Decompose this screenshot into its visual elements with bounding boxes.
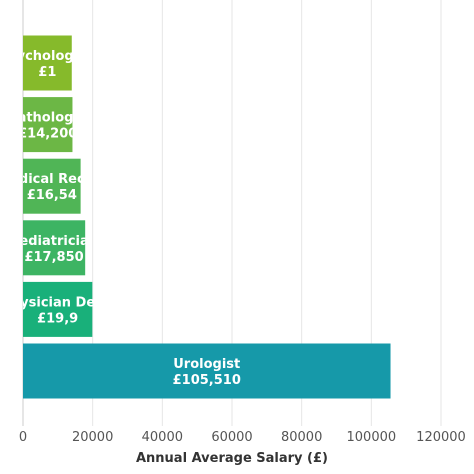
bar-value-label: £17,850 [24, 250, 83, 265]
x-tick-labels: 0 20000 40000 60000 80000 100000 120000 [19, 430, 466, 445]
x-tick-label: 80000 [281, 430, 322, 445]
bar-category-label: ysician De [20, 295, 95, 310]
bars-group: Urologist£105,510 ysician De£19,9 ediatric… [17, 35, 391, 399]
bar [23, 97, 73, 153]
bar-value-label: £19,9 [37, 311, 78, 326]
bar-value-label: £1 [38, 65, 56, 80]
bar [23, 343, 391, 399]
x-tick-label: 120000 [416, 430, 466, 445]
bar-category-label: athologi [18, 111, 78, 126]
bar [23, 158, 81, 214]
x-tick-label: 20000 [72, 430, 113, 445]
bar-category-label: ychologi [17, 49, 79, 64]
x-tick-label: 100000 [347, 430, 397, 445]
x-tick-label: 0 [19, 430, 27, 445]
bar-category-label: Urologist [173, 357, 240, 372]
bar [23, 281, 93, 337]
x-tick-label: 40000 [142, 430, 183, 445]
bar-value-label: £105,510 [173, 373, 241, 388]
bar-category-label: ediatricia [19, 234, 88, 249]
x-tick-label: 60000 [211, 430, 252, 445]
bar-value-label: £14,200 [18, 127, 77, 142]
bar [23, 35, 72, 91]
bar [23, 220, 86, 276]
bar-value-label: £16,54 [27, 188, 77, 203]
bar-category-label: dical Rec [19, 172, 85, 187]
x-axis-title: Annual Average Salary (£) [136, 451, 328, 466]
